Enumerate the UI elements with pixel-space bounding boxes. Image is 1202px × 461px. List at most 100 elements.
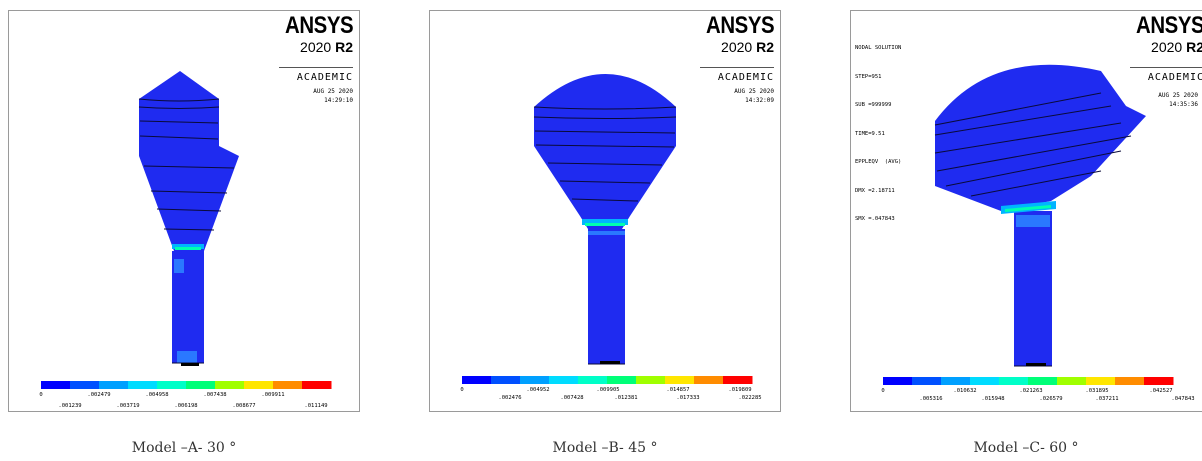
legend-tick: .009905 xyxy=(596,387,620,393)
legend-swatch xyxy=(1086,377,1116,385)
model-a-caption: Model –A- 30 ° xyxy=(131,440,237,456)
info-line: DMX =2.18711 xyxy=(855,187,895,194)
legend-swatch xyxy=(941,377,971,385)
model-c-head xyxy=(935,64,1146,211)
info-line: STEP=951 xyxy=(855,73,882,80)
legend-tick: .026579 xyxy=(1039,396,1063,402)
legend-swatch xyxy=(912,377,942,385)
legend-swatch xyxy=(302,381,332,389)
legend-swatch xyxy=(41,381,71,389)
model-b-time: 14:32:09 xyxy=(745,97,774,104)
legend-swatch xyxy=(1144,377,1174,385)
legend-tick: .042527 xyxy=(1149,388,1173,394)
legend-tick: .019809 xyxy=(728,387,752,393)
model-a-logo-version: 2020 xyxy=(300,39,332,55)
info-line: NODAL SOLUTION xyxy=(855,45,902,51)
legend-tick: .009911 xyxy=(261,392,285,398)
model-b-shaft xyxy=(588,229,625,364)
legend-tick: 0 xyxy=(460,387,464,393)
model-b-caption: Model –B- 45 ° xyxy=(552,440,658,456)
legend-swatch xyxy=(273,381,303,389)
legend-swatch xyxy=(970,377,1000,385)
legend-swatch xyxy=(244,381,274,389)
legend-tick: .014857 xyxy=(666,387,690,393)
legend-tick: 0 xyxy=(881,388,885,394)
legend-tick: .007428 xyxy=(560,395,584,401)
legend-tick: .005316 xyxy=(919,396,943,402)
legend-swatch xyxy=(723,376,753,384)
model-a-timestamp: AUG 25 2020 14:29:10 xyxy=(313,87,353,105)
legend-swatch xyxy=(157,381,187,389)
legend-tick: .007438 xyxy=(203,392,227,398)
model-b-logo-release: R2 xyxy=(756,39,774,55)
model-c-logo-brand: ANSYS xyxy=(1135,12,1202,39)
legend-swatch xyxy=(549,376,579,384)
model-c-license: ACADEMIC xyxy=(1130,67,1202,83)
model-b-logo-brand: ANSYS xyxy=(705,12,775,39)
legend-swatch xyxy=(70,381,100,389)
model-c-logo-version: 2020 xyxy=(1151,39,1183,55)
legend-tick: .003719 xyxy=(116,403,140,409)
legend-tick: .022285 xyxy=(738,395,762,401)
model-b-head xyxy=(534,74,676,229)
legend-swatch xyxy=(520,376,550,384)
info-line: SMX =.047843 xyxy=(855,216,895,222)
model-c-ansys-logo: ANSYS 2020 R2 xyxy=(1124,12,1202,56)
legend-swatch xyxy=(578,376,608,384)
model-a-license: ACADEMIC xyxy=(279,67,353,83)
legend-swatch xyxy=(1028,377,1058,385)
model-b-legend-bar xyxy=(462,376,753,384)
model-c-time: 14:35:36 xyxy=(1169,101,1198,108)
legend-tick: .012381 xyxy=(614,395,638,401)
legend-tick: .031895 xyxy=(1085,388,1109,394)
model-b-plot xyxy=(462,74,753,384)
model-a-mesh xyxy=(138,98,235,364)
model-a-logo-brand: ANSYS xyxy=(284,12,354,39)
legend-swatch xyxy=(883,377,913,385)
model-b-license: ACADEMIC xyxy=(700,67,774,83)
legend-swatch xyxy=(215,381,245,389)
legend-swatch xyxy=(1057,377,1087,385)
model-b-logo-version: 2020 xyxy=(721,39,753,55)
model-b-panel: ANSYS 2020 R2 ACADEMIC AUG 25 2020 14:32… xyxy=(429,10,781,412)
legend-swatch xyxy=(491,376,521,384)
model-b-mesh xyxy=(533,106,677,365)
legend-swatch xyxy=(99,381,129,389)
model-a-panel: ANSYS 2020 R2 ACADEMIC AUG 25 2020 14:29… xyxy=(8,10,360,412)
model-c-solution-info: NODAL SOLUTION STEP=951 SUB =999999 TIME… xyxy=(855,25,901,244)
model-b-ansys-logo: ANSYS 2020 R2 xyxy=(694,12,775,56)
legend-tick: .037211 xyxy=(1095,396,1119,402)
model-a-time: 14:29:10 xyxy=(324,97,353,104)
legend-tick: 0 xyxy=(39,392,43,398)
model-b-date: AUG 25 2020 xyxy=(734,88,774,95)
model-c-caption: Model –C- 60 ° xyxy=(973,440,1079,456)
info-line: TIME=9.51 xyxy=(855,130,885,137)
legend-tick: .006198 xyxy=(174,403,198,409)
legend-tick: .021263 xyxy=(1019,388,1043,394)
legend-tick: .004958 xyxy=(145,392,169,398)
legend-tick: .002476 xyxy=(498,395,522,401)
legend-tick: .015948 xyxy=(981,396,1005,402)
legend-swatch xyxy=(607,376,637,384)
legend-swatch xyxy=(1115,377,1145,385)
model-b-timestamp: AUG 25 2020 14:32:09 xyxy=(734,87,774,105)
legend-swatch xyxy=(128,381,158,389)
model-a-neck-band xyxy=(172,244,204,249)
model-c-timestamp: AUG 25 2020 14:35:36 xyxy=(1158,91,1198,109)
model-c-shaft xyxy=(1014,211,1052,366)
legend-swatch xyxy=(999,377,1029,385)
legend-tick: .047843 xyxy=(1171,396,1195,402)
legend-swatch xyxy=(186,381,216,389)
legend-tick: .017333 xyxy=(676,395,700,401)
info-line: EPPLEQV (AVG) xyxy=(855,159,902,165)
info-line: SUB =999999 xyxy=(855,102,892,108)
model-c-legend-bar xyxy=(883,377,1174,385)
legend-swatch xyxy=(665,376,695,384)
legend-tick: .011149 xyxy=(304,403,328,409)
legend-tick: .010632 xyxy=(953,388,977,394)
legend-tick: .002479 xyxy=(87,392,111,398)
model-c-plot xyxy=(883,64,1174,385)
model-c-logo-release: R2 xyxy=(1186,39,1202,55)
model-b-neck-band xyxy=(582,219,628,225)
legend-tick: .008677 xyxy=(232,403,256,409)
